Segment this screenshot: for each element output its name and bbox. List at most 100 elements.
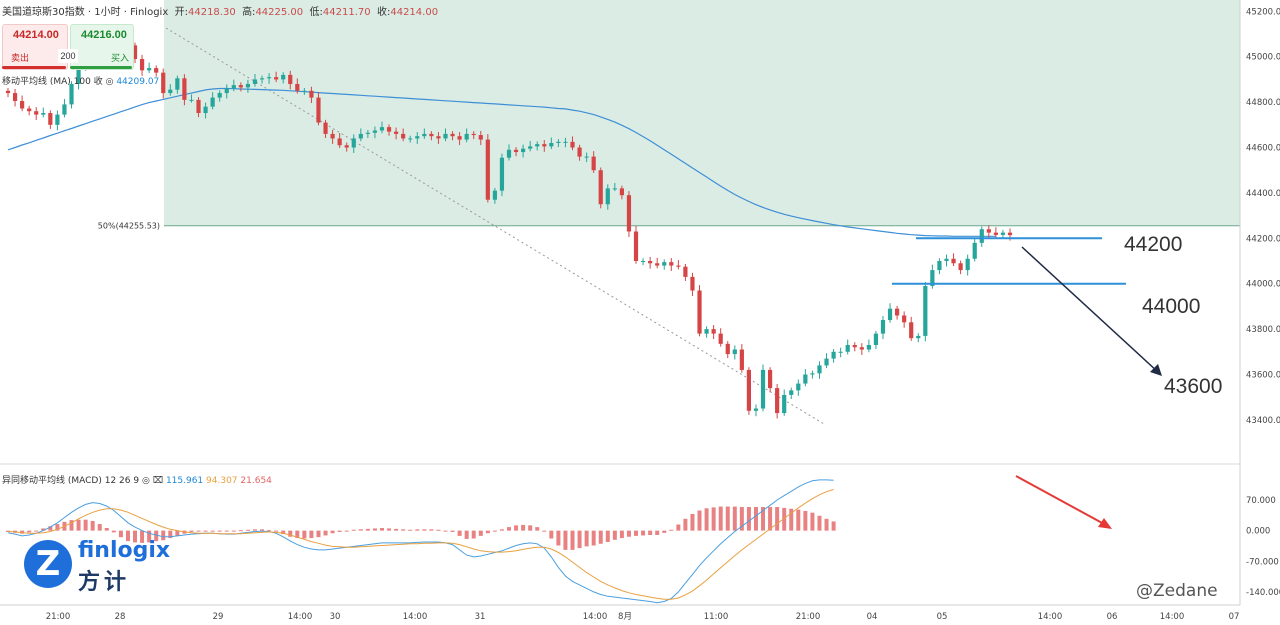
low-label: 低:	[309, 7, 323, 18]
time-tick-label: 05	[937, 612, 948, 622]
candle-body	[210, 97, 215, 107]
candle-body	[457, 136, 462, 140]
candle-body	[365, 132, 370, 134]
macd-hist-bar	[789, 508, 794, 531]
candle-body	[690, 276, 695, 291]
candle-body	[619, 188, 625, 196]
open-label: 开:	[174, 7, 188, 18]
macd-hist-bar	[422, 529, 427, 531]
macd-hist-bar	[387, 528, 392, 531]
macd-hist-bar	[337, 530, 342, 532]
candle-body	[182, 78, 187, 100]
candle-body	[535, 144, 540, 147]
candle-body	[577, 147, 582, 157]
macd-hist-bar	[231, 530, 236, 532]
candle-body	[972, 242, 977, 259]
candle-body	[147, 68, 152, 71]
candle-body	[401, 133, 406, 139]
candle-body	[513, 149, 519, 153]
candle-body	[12, 93, 18, 101]
macd-hist-bar	[97, 524, 102, 531]
macd-hist-bar	[365, 528, 370, 531]
candle-body	[655, 263, 660, 266]
macd-hist-bar	[118, 530, 123, 538]
candle-body	[302, 90, 307, 92]
trash-icon[interactable]: ⌧	[152, 476, 164, 486]
macd-hist-bar	[401, 529, 406, 531]
candle-body	[986, 229, 991, 233]
high-value: 44225.00	[255, 7, 304, 18]
macd-hist-bar	[55, 524, 60, 531]
macd-hist-bar	[83, 519, 88, 531]
quantity-input[interactable]: 200	[58, 49, 78, 63]
candle-body	[203, 106, 208, 114]
candle-body	[415, 136, 420, 139]
candle-body	[386, 127, 392, 132]
candle-body	[48, 113, 53, 125]
candle-body	[464, 133, 469, 140]
candle-body	[824, 358, 829, 366]
candle-body	[951, 258, 956, 264]
time-tick-label: 14:00	[583, 612, 608, 622]
candle-body	[323, 122, 328, 134]
candle-body	[993, 232, 998, 235]
macd-hist-bar	[372, 528, 377, 531]
candle-body	[916, 335, 921, 339]
candle-body	[27, 108, 32, 112]
macd-tick-label: 0.000	[1246, 527, 1270, 537]
high-label: 高:	[242, 7, 256, 18]
candle-body	[887, 308, 893, 321]
macd-hist-bar	[683, 518, 688, 531]
candle-body	[775, 388, 780, 414]
macd-hist-bar	[323, 530, 328, 536]
candle-body	[408, 138, 413, 140]
macd-tick-label: 70.000	[1246, 496, 1276, 506]
macd-hist-bar	[831, 521, 836, 531]
candle-body	[478, 135, 483, 140]
macd-legend[interactable]: 异同移动平均线 (MACD) 12 26 9 ◎ ⌧ 115.961 94.30…	[2, 473, 272, 486]
macd-hist-bar	[111, 530, 116, 533]
macd-hist-bar	[189, 530, 194, 532]
finlogix-logo-icon: Z	[24, 540, 72, 588]
candle-body	[782, 394, 787, 414]
macd-hist-bar	[344, 530, 349, 532]
time-tick-label: 07	[1229, 612, 1240, 622]
eye-icon[interactable]: ◎	[105, 77, 114, 87]
macd-hist-bar	[704, 508, 709, 531]
candle-body	[598, 170, 603, 205]
candle-body	[196, 99, 201, 114]
time-tick-label: 28	[115, 612, 126, 622]
candle-body	[41, 113, 46, 115]
macd-hist-bar	[41, 528, 46, 531]
macd-hist-bar	[725, 506, 730, 531]
time-tick-label: 31	[475, 612, 486, 622]
macd-hist-bar	[252, 529, 257, 531]
macd-hist-bar	[76, 519, 81, 531]
macd-hist-bar	[20, 530, 25, 534]
buy-button[interactable]: 44216.00 买入	[70, 24, 134, 70]
macd-hist-bar	[69, 520, 74, 531]
sell-label: 卖出	[11, 54, 30, 64]
candle-body	[436, 136, 441, 139]
candle-body	[351, 138, 356, 148]
eye-icon[interactable]: ◎	[141, 476, 150, 486]
candle-body	[803, 374, 808, 384]
candle-body	[831, 351, 836, 359]
annotation-43600: 43600	[1164, 375, 1223, 398]
macd-hist-bar	[542, 530, 547, 532]
ma-legend[interactable]: 移动平均线 (MA) 100 收 ◎ 44209.07	[2, 74, 159, 87]
candle-body	[245, 83, 251, 88]
candle-body	[62, 104, 67, 115]
candle-body	[669, 262, 674, 266]
open-value: 44218.30	[187, 7, 236, 18]
macd-hist-bar	[104, 528, 109, 531]
candle-body	[549, 142, 554, 147]
macd-hist-bar	[245, 529, 250, 531]
sell-button[interactable]: 44214.00 卖出	[2, 24, 68, 70]
candle-body	[852, 344, 857, 348]
signal-value: 94.307	[206, 476, 238, 486]
candle-body	[965, 258, 970, 271]
candle-body	[605, 188, 610, 205]
fib-50-label: 50%(44255.53)	[98, 222, 160, 231]
